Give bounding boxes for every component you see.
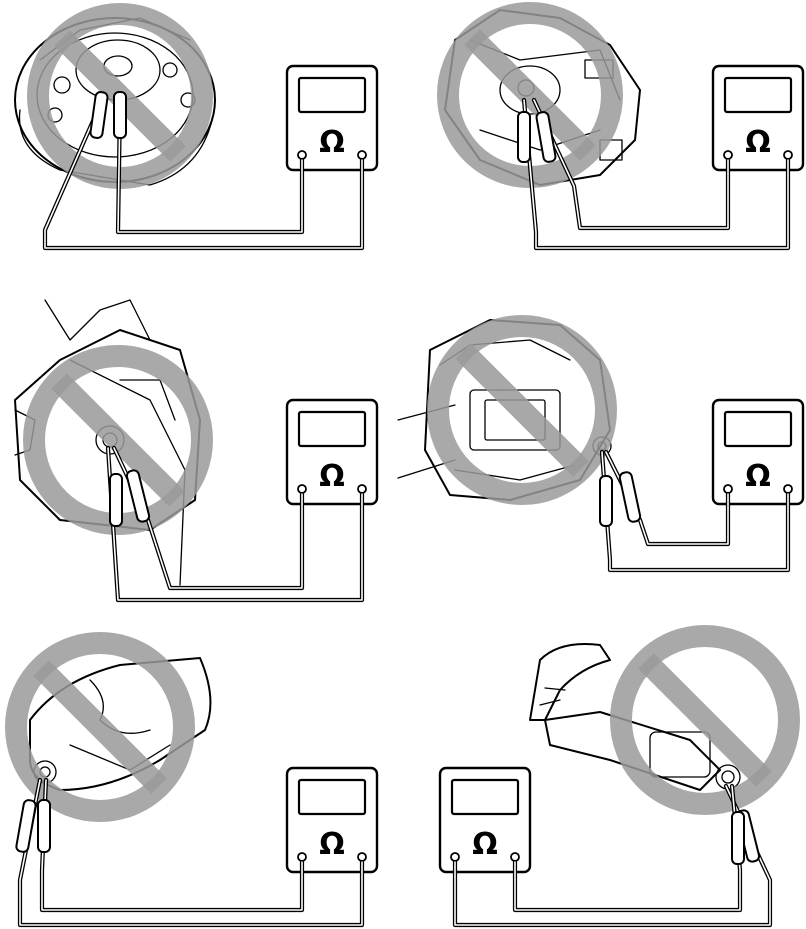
test-leads <box>452 783 773 928</box>
panel-seat-airbag: Ω <box>397 315 805 573</box>
no-sign <box>5 632 195 822</box>
ohm-symbol: Ω <box>745 125 771 160</box>
test-leads <box>105 445 365 603</box>
ohmmeter: Ω <box>285 766 379 874</box>
ohmmeter: Ω <box>711 398 805 506</box>
panel-curtain-airbag: Ω <box>5 632 379 928</box>
ohm-symbol: Ω <box>319 125 345 160</box>
panel-knee-airbag: Ω <box>14 299 379 603</box>
test-leads <box>599 449 791 573</box>
ohm-symbol: Ω <box>319 459 345 494</box>
ohmmeter: Ω <box>711 64 805 172</box>
no-sign <box>610 625 800 815</box>
ohm-symbol: Ω <box>319 827 345 862</box>
panel-steering-pad-rear: Ω <box>437 2 805 251</box>
ohm-symbol: Ω <box>745 459 771 494</box>
ohm-symbol: Ω <box>472 827 498 862</box>
no-sign <box>427 315 617 505</box>
ohmmeter: Ω <box>438 766 532 874</box>
test-leads <box>15 777 365 928</box>
ohmmeter: Ω <box>285 398 379 506</box>
ohmmeter: Ω <box>285 64 379 172</box>
panel-pretensioner: Ω <box>438 625 800 928</box>
test-leads <box>42 91 365 251</box>
panel-airbag-horn-pad: Ω <box>14 3 379 251</box>
test-leads <box>517 97 791 251</box>
